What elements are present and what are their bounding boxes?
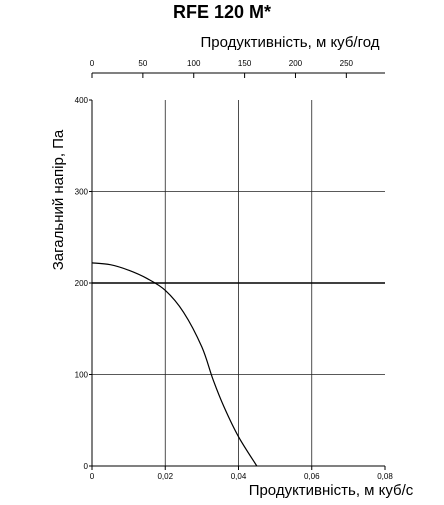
x-tick-label-2: 0,04 xyxy=(231,472,247,481)
x-tick-label-0: 0 xyxy=(90,472,95,481)
gridlines xyxy=(92,100,385,466)
x2-tick-label-5: 250 xyxy=(340,59,354,68)
tick-labels: 0 0,02 0,04 0,06 0,08 0 50 100 150 200 250 0 100 200 3… xyxy=(75,59,394,481)
top-axis-label: Продуктивність, м куб/год xyxy=(200,34,379,51)
x-tick-label-4: 0,08 xyxy=(377,472,393,481)
x-tick-label-3: 0,06 xyxy=(304,472,320,481)
chart-title: RFE 120 M* xyxy=(173,2,271,22)
y-axis-label: Загальний напір, Па xyxy=(50,129,67,270)
x2-tick-label-4: 200 xyxy=(289,59,303,68)
x2-tick-label-0: 0 xyxy=(90,59,95,68)
series-line-0 xyxy=(92,263,257,466)
y-tick-label-4: 400 xyxy=(75,96,89,105)
y-tick-label-0: 0 xyxy=(84,462,89,471)
y-tick-label-1: 100 xyxy=(75,371,89,380)
x2-tick-label-2: 100 xyxy=(187,59,201,68)
y-tick-label-2: 200 xyxy=(75,279,89,288)
y-tick-label-3: 300 xyxy=(75,188,89,197)
x2-tick-label-3: 150 xyxy=(238,59,252,68)
series-layer xyxy=(92,263,257,466)
x-axis-label: Продуктивність, м куб/с xyxy=(249,482,414,499)
x2-tick-label-1: 50 xyxy=(138,59,147,68)
x-tick-label-1: 0,02 xyxy=(157,472,173,481)
